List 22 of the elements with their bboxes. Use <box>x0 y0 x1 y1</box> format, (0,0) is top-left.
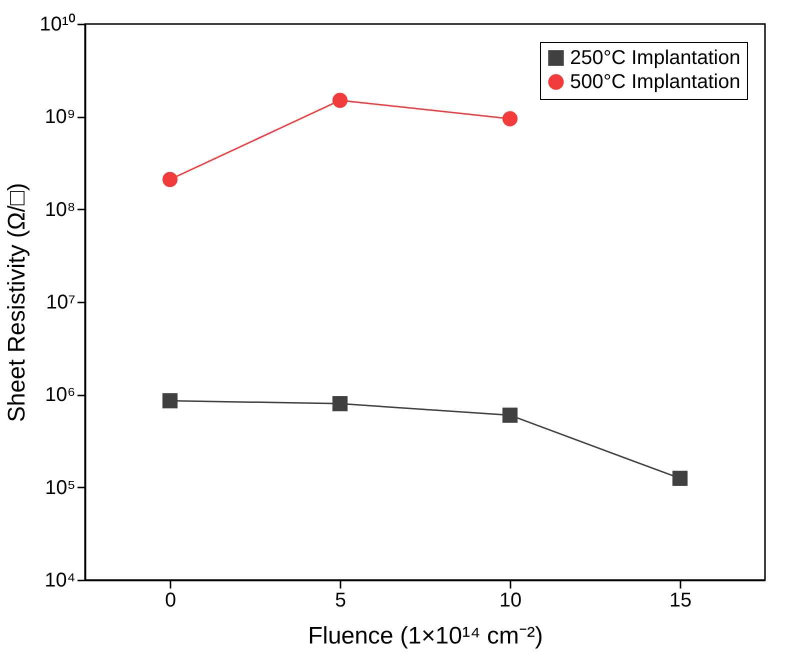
point <box>332 396 348 412</box>
point <box>162 172 178 188</box>
y-tick-label: 10⁵ <box>44 476 76 499</box>
y-tick-label: 10¹⁰ <box>40 12 76 36</box>
y-tick-label: 10⁶ <box>45 384 76 406</box>
x-tick-label: 5 <box>334 590 346 612</box>
legend-label: 250°C Implantation <box>570 47 740 69</box>
y-tick-label: 10⁸ <box>44 198 76 221</box>
y-tick-label: 10⁹ <box>44 106 76 128</box>
x-tick-label: 10 <box>499 590 522 612</box>
point <box>162 393 178 408</box>
x-tick-label: 15 <box>669 590 692 612</box>
y-tick-label: 10⁷ <box>46 292 76 314</box>
point <box>502 408 518 423</box>
x-axis-title: Fluence (1×10¹⁴ cm⁻²) <box>308 622 544 650</box>
point <box>672 470 688 486</box>
y-tick-label: 10⁴ <box>44 570 76 592</box>
y-axis-title: Sheet Resistivity (Ω/□) <box>4 182 31 422</box>
point <box>332 92 348 108</box>
x-tick-label: 0 <box>164 590 176 612</box>
point <box>502 111 518 126</box>
legend-label: 500°C Implantation <box>570 71 740 93</box>
